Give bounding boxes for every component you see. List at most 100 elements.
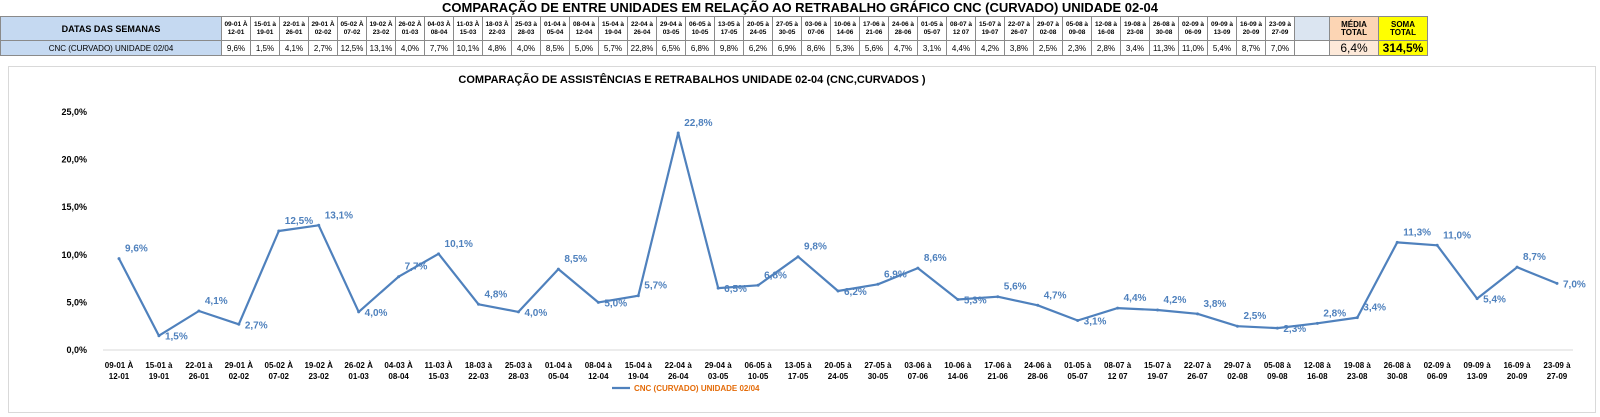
week-start: 01-05 à: [920, 20, 944, 28]
data-point: [676, 131, 680, 135]
week-header-cell: 13-05 à 17-05: [714, 16, 744, 41]
week-value-cell: 2,3%: [1062, 40, 1092, 56]
x-tick-label: 29-07 à: [1224, 361, 1252, 370]
spacer-cell: [1294, 16, 1330, 41]
x-tick-label: 01-04 à: [545, 361, 573, 370]
week-end: 19-04: [604, 28, 622, 36]
week-value-cell: 4,0%: [511, 40, 541, 56]
week-end: 12-01: [227, 28, 245, 36]
week-value-cell: 4,2%: [975, 40, 1005, 56]
x-tick-label: 23-02: [308, 372, 329, 381]
data-label: 2,8%: [1323, 308, 1346, 319]
data-label: 3,4%: [1363, 303, 1386, 314]
x-tick-label: 05-04: [548, 372, 569, 381]
week-end: 21-06: [865, 28, 883, 36]
week-end: 13-09: [1213, 28, 1231, 36]
week-start: 20-05 à: [746, 20, 770, 28]
week-header-cell: 01-04 à 05-04: [540, 16, 570, 41]
week-header-cell: 01-05 à 05-07: [917, 16, 947, 41]
week-end: 05-07: [923, 28, 941, 36]
x-tick-label: 28-06: [1027, 372, 1048, 381]
week-start: 05-08 à: [1065, 20, 1089, 28]
week-header-cell: 08-04 à 12-04: [569, 16, 599, 41]
data-label: 4,0%: [365, 308, 388, 319]
week-start: 18-03 À: [485, 20, 509, 28]
week-header-cell: 11-03 À 15-03: [453, 16, 483, 41]
x-tick-label: 04-03 À: [384, 361, 413, 370]
week-end: 30-05: [778, 28, 796, 36]
data-label: 8,7%: [1523, 252, 1546, 263]
x-tick-label: 30-05: [868, 372, 889, 381]
x-tick-label: 26-01: [189, 372, 210, 381]
x-tick-label: 08-04: [388, 372, 409, 381]
week-value-cell: 6,2%: [743, 40, 773, 56]
data-point: [596, 300, 600, 304]
soma-total-value: 314,5%: [1378, 40, 1428, 56]
week-value-cell: 9,6%: [221, 40, 251, 56]
week-value-cell: 6,8%: [685, 40, 715, 56]
week-header-cell: 23-09 à 27-09: [1265, 16, 1295, 41]
week-start: 23-09 à: [1268, 20, 1292, 28]
data-point: [916, 266, 920, 270]
line-chart: COMPARAÇÃO DE ASSISTÊNCIAS E RETRABALHOS…: [61, 73, 1585, 393]
x-tick-label: 21-06: [988, 372, 1009, 381]
data-point: [556, 267, 560, 271]
data-point: [956, 298, 960, 302]
week-header-cell: 27-05 à 30-05: [772, 16, 802, 41]
series-line: [118, 131, 1558, 337]
week-value-cell: 5,4%: [1207, 40, 1237, 56]
week-start: 22-07 à: [1007, 20, 1031, 28]
week-header-cell: 22-04 à 26-04: [627, 16, 657, 41]
data-point: [437, 252, 441, 256]
data-label: 4,2%: [1164, 295, 1187, 306]
week-header-cell: 06-05 à 10-05: [685, 16, 715, 41]
x-tick-label: 26-08 à: [1384, 361, 1412, 370]
x-tick-label: 22-07 à: [1184, 361, 1212, 370]
data-point: [197, 309, 201, 313]
data-label: 7,7%: [405, 262, 428, 273]
week-value-cell: 3,1%: [917, 40, 947, 56]
x-tick-label: 24-05: [828, 372, 849, 381]
x-tick-label: 19-07: [1147, 372, 1168, 381]
x-tick-label: 10-05: [748, 372, 769, 381]
data-label: 9,8%: [804, 242, 827, 253]
y-tick-label: 10,0%: [61, 250, 87, 260]
data-label: 4,4%: [1124, 293, 1147, 304]
x-tick-label: 16-08: [1307, 372, 1328, 381]
soma-total-header: SOMA TOTAL: [1378, 16, 1428, 41]
x-tick-label: 11-03 À: [425, 361, 453, 370]
x-tick-label: 17-06 à: [984, 361, 1012, 370]
x-tick-label: 02-09 à: [1424, 361, 1452, 370]
x-tick-label: 22-03: [468, 372, 489, 381]
data-label: 5,0%: [604, 298, 627, 309]
chart-area: COMPARAÇÃO DE ASSISTÊNCIAS E RETRABALHOS…: [8, 66, 1596, 413]
data-point: [516, 310, 520, 314]
data-label: 1,5%: [165, 332, 188, 343]
week-end: 12 07: [952, 28, 970, 36]
data-label: 2,5%: [1243, 311, 1266, 322]
x-tick-label: 26-04: [668, 372, 689, 381]
x-tick-label: 13-09: [1467, 372, 1488, 381]
week-start: 17-06 à: [862, 20, 886, 28]
week-start: 29-04 à: [659, 20, 683, 28]
week-end: 26-04: [633, 28, 651, 36]
week-end: 26-07: [1010, 28, 1028, 36]
week-header-cell: 29-01 À 02-02: [308, 16, 338, 41]
week-header-cell: 10-06 à 14-06: [830, 16, 860, 41]
data-label: 5,4%: [1483, 295, 1506, 306]
week-start: 08-07 à: [949, 20, 973, 28]
x-tick-label: 05-08 à: [1264, 361, 1292, 370]
data-label: 6,2%: [844, 287, 867, 298]
week-start: 29-01 À: [311, 20, 335, 28]
data-point: [1355, 316, 1359, 320]
data-point: [1395, 240, 1399, 244]
week-end: 15-03: [459, 28, 477, 36]
x-tick-label: 15-07 à: [1144, 361, 1172, 370]
y-tick-label: 0,0%: [66, 345, 87, 355]
x-tick-label: 05-02 À: [265, 361, 294, 370]
x-tick-label: 12-04: [588, 372, 609, 381]
week-value-cell: 10,1%: [453, 40, 483, 56]
spacer-cell: [1294, 40, 1330, 56]
week-start: 15-01 à: [253, 20, 277, 28]
week-end: 09-08: [1068, 28, 1086, 36]
